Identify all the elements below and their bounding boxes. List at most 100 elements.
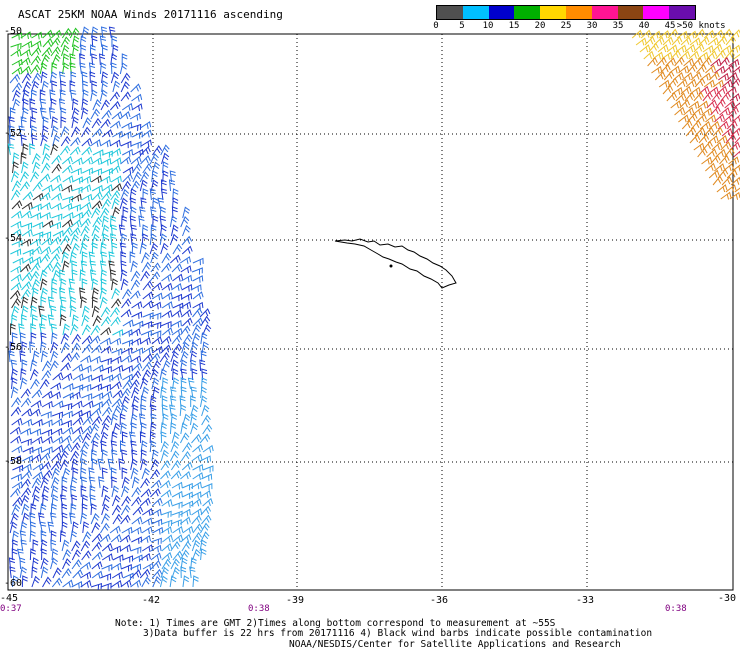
- wind-barb: [79, 287, 86, 300]
- wind-barb: [181, 317, 193, 327]
- wind-barb: [120, 251, 127, 264]
- scale-label: 25: [560, 21, 572, 31]
- wind-barb: [61, 372, 73, 381]
- wind-barb: [182, 413, 191, 426]
- wind-barb: [180, 566, 187, 579]
- wind-barb: [110, 579, 122, 588]
- wind-barb: [159, 368, 167, 381]
- wind-barb: [662, 36, 674, 46]
- wind-barb: [191, 267, 203, 275]
- wind-barb: [654, 71, 666, 81]
- wind-barb: [666, 91, 678, 102]
- wind-barb: [160, 320, 172, 329]
- wind-barb: [10, 487, 21, 498]
- wind-barb: [142, 300, 154, 309]
- wind-barb: [120, 387, 131, 399]
- wind-barb: [101, 449, 108, 462]
- wind-barb: [51, 332, 58, 345]
- wind-barb: [131, 362, 143, 372]
- wind-barb: [728, 156, 740, 165]
- wind-barb: [150, 537, 162, 545]
- wind-barb: [100, 357, 112, 365]
- wind-barb: [111, 571, 123, 580]
- wind-barb: [100, 26, 108, 39]
- wind-barb: [172, 534, 184, 543]
- wind-barb: [130, 123, 142, 131]
- wind-barb: [112, 513, 123, 525]
- wind-barb: [49, 236, 61, 246]
- wind-barb: [79, 35, 87, 48]
- wind-barb: [140, 139, 152, 148]
- scale-swatch: [669, 6, 695, 19]
- wind-barb: [41, 80, 49, 93]
- wind-barb: [708, 120, 720, 130]
- wind-barb: [644, 36, 656, 46]
- wind-barb: [160, 489, 172, 498]
- wind-barb: [130, 224, 137, 237]
- wind-barb: [150, 330, 162, 338]
- wind-barb: [658, 79, 670, 88]
- wind-barb: [170, 470, 182, 480]
- wind-barb: [110, 157, 122, 166]
- wind-barb: [648, 42, 659, 53]
- wind-barb: [22, 248, 34, 257]
- lat-label-54: -54: [4, 233, 23, 244]
- wind-barb: [689, 86, 701, 95]
- wind-barb: [80, 225, 90, 237]
- wind-barb: [99, 287, 108, 300]
- wind-barb: [61, 184, 73, 193]
- wind-barb: [99, 337, 111, 346]
- wind-barb: [202, 497, 214, 507]
- wind-barb: [82, 89, 89, 102]
- wind-barb: [79, 512, 88, 525]
- wind-barb: [732, 66, 740, 74]
- wind-barb: [109, 164, 121, 174]
- wind-barb: [723, 113, 734, 123]
- wind-barb: [192, 464, 204, 472]
- wind-barb: [172, 243, 183, 255]
- wind-barb: [129, 379, 140, 390]
- wind-barb: [39, 62, 48, 75]
- wind-barb: [161, 551, 173, 561]
- wind-barb: [149, 431, 156, 444]
- wind-barb: [130, 141, 142, 149]
- wind-barb: [69, 352, 81, 363]
- wind-barb: [171, 510, 183, 518]
- wind-barb: [10, 368, 18, 381]
- wind-barb: [91, 344, 102, 354]
- wind-barb: [101, 542, 113, 552]
- wind-barb: [70, 193, 82, 202]
- wind-barb: [61, 352, 72, 363]
- wind-barb: [676, 30, 688, 39]
- wind-barb: [39, 503, 47, 516]
- wind-barb: [91, 532, 103, 543]
- wind-barb: [170, 459, 181, 471]
- wind-barb: [182, 224, 191, 237]
- wind-barb: [689, 37, 701, 46]
- wind-barb: [140, 121, 152, 129]
- wind-barb: [22, 98, 29, 111]
- wind-barb: [40, 296, 47, 309]
- wind-barb: [181, 293, 193, 301]
- wind-barb: [40, 231, 52, 239]
- wind-barb: [131, 496, 142, 507]
- wind-barb: [643, 50, 655, 60]
- wind-barb: [32, 221, 44, 230]
- lon-label-45: -45: [0, 593, 19, 604]
- wind-barb: [191, 332, 201, 345]
- wind-barb: [11, 332, 18, 345]
- wind-barb: [62, 226, 73, 237]
- wind-barb: [726, 120, 738, 130]
- wind-barb: [728, 58, 740, 67]
- wind-barb: [141, 544, 154, 553]
- wind-barb: [112, 130, 124, 139]
- wind-barb: [19, 530, 27, 543]
- wind-barb: [32, 471, 44, 480]
- wind-barb: [121, 298, 132, 309]
- wind-barb: [81, 324, 92, 336]
- wind-barb: [139, 431, 146, 444]
- wind-barb: [29, 171, 40, 183]
- wind-barb: [31, 566, 38, 579]
- wind-barb: [688, 100, 700, 109]
- wind-barb: [29, 143, 36, 156]
